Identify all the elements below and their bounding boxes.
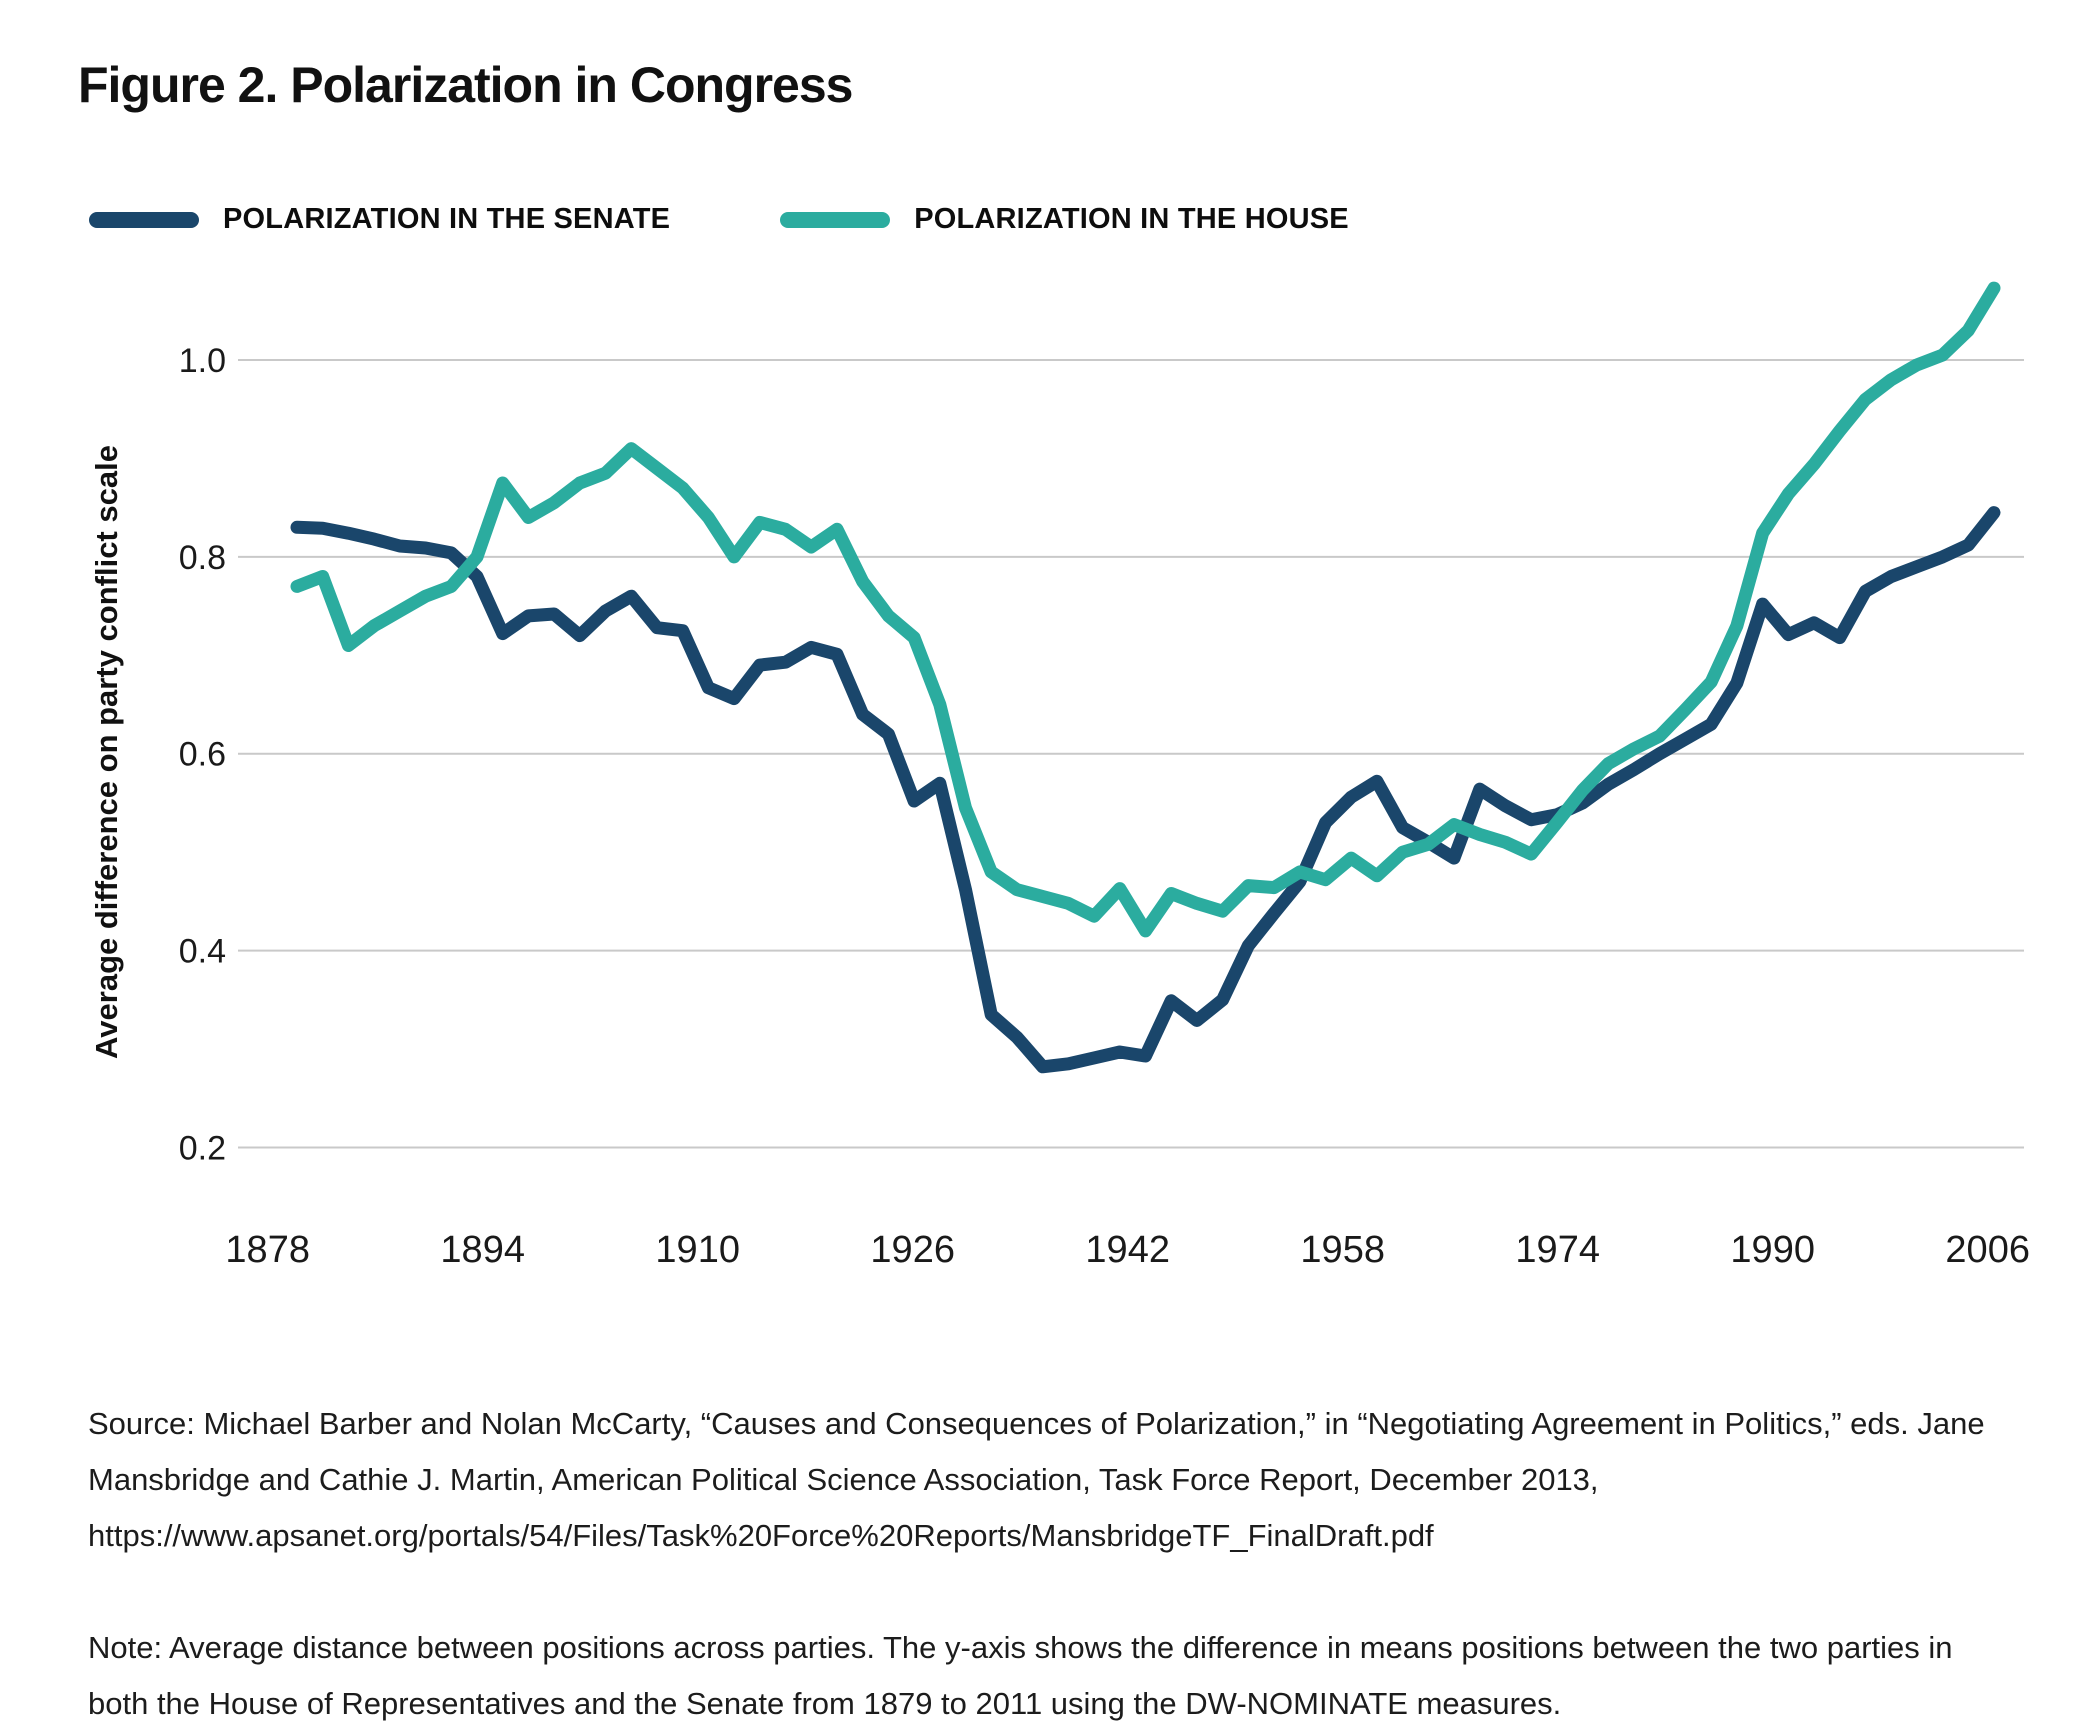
x-tick-label-1910: 1910 <box>655 1229 740 1271</box>
polarization-line-chart: 1.0 0.8 0.6 0.4 0.2 1878 1894 1910 1926 1942 1958 1… <box>179 281 2030 1271</box>
x-tick-label-1958: 1958 <box>1300 1229 1385 1271</box>
x-tick-label-1894: 1894 <box>440 1229 525 1271</box>
senate-line-swatch-icon <box>89 211 199 228</box>
y-tick-label-0.6: 0.6 <box>179 736 226 774</box>
x-tick-label-1990: 1990 <box>1730 1229 1815 1271</box>
y-tick-label-0.2: 0.2 <box>179 1130 226 1168</box>
x-tick-label-1878: 1878 <box>225 1229 310 1271</box>
y-tick-label-0.8: 0.8 <box>179 539 226 577</box>
note-text: Note: Average distance between positions… <box>88 1630 1953 1721</box>
x-tick-label-1942: 1942 <box>1085 1229 1170 1271</box>
house-line <box>290 281 2001 938</box>
figure-title: Figure 2. Polarization in Congress <box>78 57 853 113</box>
legend-label-senate: POLARIZATION IN THE SENATE <box>223 203 671 235</box>
legend-label-house: POLARIZATION IN THE HOUSE <box>914 203 1349 235</box>
legend-item-senate: POLARIZATION IN THE SENATE <box>89 203 670 236</box>
x-tick-label-2006: 2006 <box>1945 1229 2030 1271</box>
legend-item-house: POLARIZATION IN THE HOUSE <box>780 203 1349 236</box>
house-line-swatch-icon <box>780 211 891 228</box>
source-text: Source: Michael Barber and Nolan McCarty… <box>88 1406 1985 1553</box>
senate-line <box>290 506 2001 1074</box>
y-tick-label-1.0: 1.0 <box>179 342 226 380</box>
chart-legend: POLARIZATION IN THE SENATE POLARIZATION … <box>89 203 1349 236</box>
x-tick-label-1974: 1974 <box>1515 1229 1600 1271</box>
y-tick-label-0.4: 0.4 <box>179 933 226 971</box>
x-tick-label-1926: 1926 <box>870 1229 955 1271</box>
